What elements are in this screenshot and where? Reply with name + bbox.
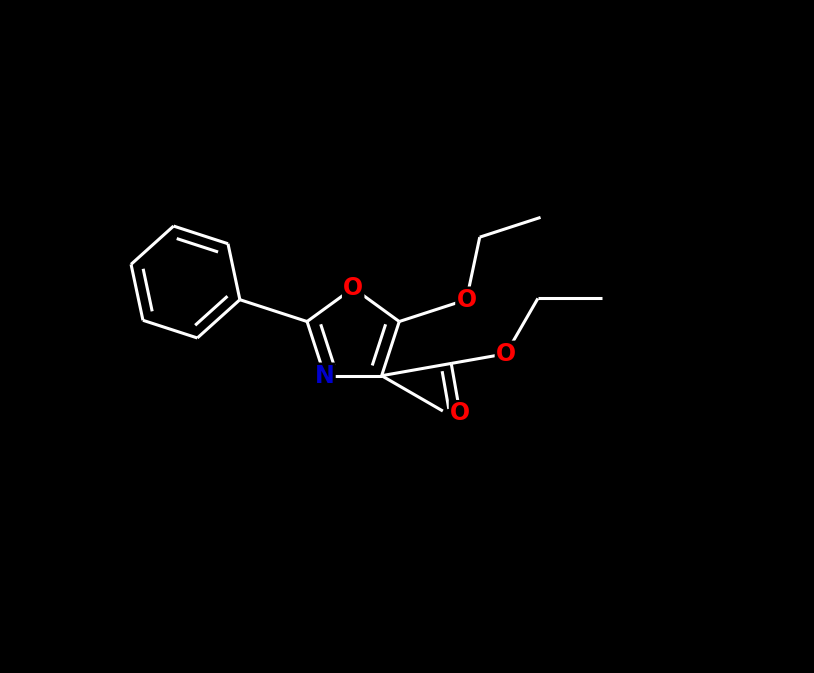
Text: O: O: [457, 287, 476, 312]
Text: N: N: [315, 363, 335, 388]
Text: O: O: [450, 401, 470, 425]
Text: O: O: [496, 342, 516, 366]
Text: O: O: [343, 276, 363, 300]
